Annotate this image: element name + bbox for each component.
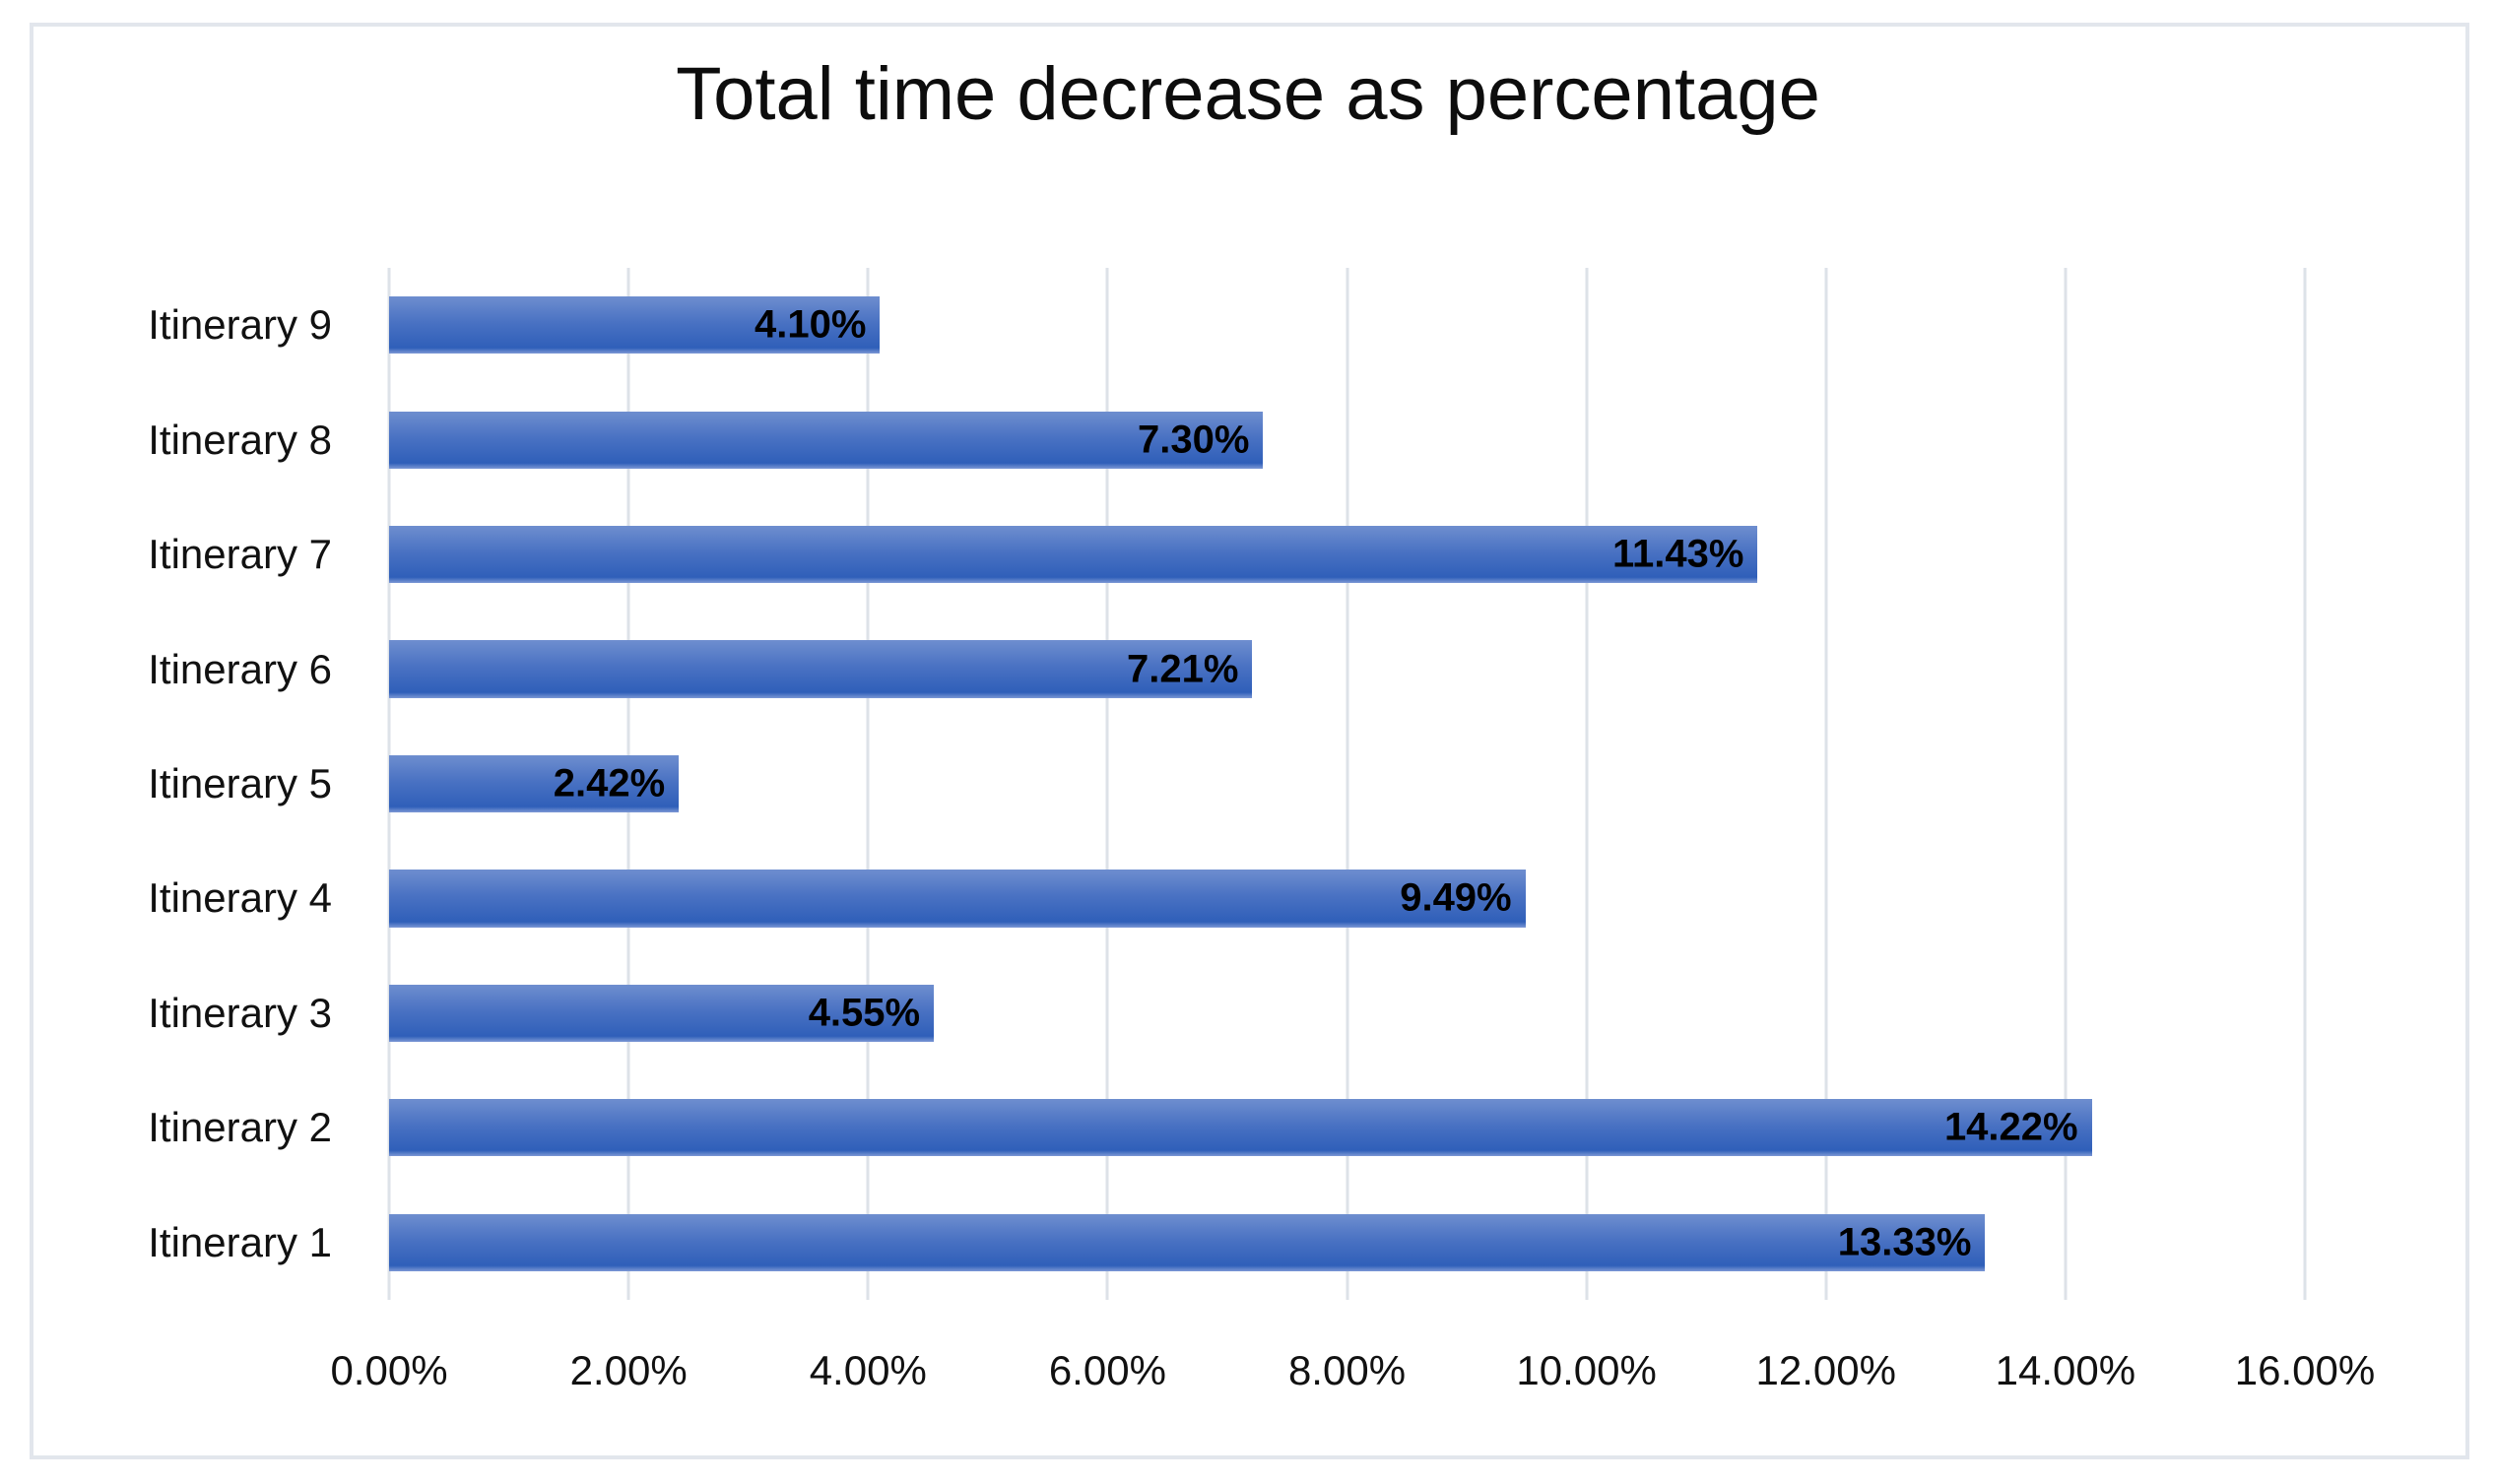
bar-track: 11.43% bbox=[389, 497, 2305, 612]
bar-track: 14.22% bbox=[389, 1070, 2305, 1185]
category-label: Itinerary 3 bbox=[148, 989, 332, 1036]
bar-track: 9.49% bbox=[389, 841, 2305, 955]
bar-value-label: 4.55% bbox=[808, 991, 921, 1035]
bar-row: Itinerary 7 11.43% bbox=[59, 497, 2305, 612]
bar-row: Itinerary 9 4.10% bbox=[59, 268, 2305, 382]
gridline bbox=[2064, 268, 2068, 1300]
bar: 13.33% bbox=[389, 1213, 1986, 1271]
bar-value-label: 13.33% bbox=[1837, 1220, 1972, 1264]
x-tick-label: 12.00% bbox=[1755, 1347, 1896, 1393]
x-tick-label: 8.00% bbox=[1287, 1347, 1407, 1393]
category-label: Itinerary 9 bbox=[148, 301, 332, 349]
bar-value-label: 14.22% bbox=[1943, 1105, 2078, 1149]
category-label: Itinerary 1 bbox=[148, 1218, 332, 1265]
x-tick-label: 6.00% bbox=[1048, 1347, 1166, 1393]
gridline bbox=[2303, 268, 2307, 1300]
bar-track: 7.21% bbox=[389, 612, 2305, 726]
bar: 4.55% bbox=[389, 984, 935, 1042]
bar: 7.30% bbox=[389, 411, 1264, 469]
bar: 2.42% bbox=[389, 754, 680, 813]
category-label: Itinerary 2 bbox=[148, 1104, 332, 1151]
bar: 14.22% bbox=[389, 1099, 2092, 1157]
category-label: Itinerary 7 bbox=[148, 531, 332, 578]
bar-row: Itinerary 4 9.49% bbox=[59, 841, 2305, 955]
x-tick-label: 2.00% bbox=[569, 1347, 688, 1393]
category-label: Itinerary 4 bbox=[148, 874, 332, 922]
bar-track: 13.33% bbox=[389, 1186, 2305, 1300]
category-label: Itinerary 8 bbox=[148, 416, 332, 463]
x-tick-label: 0.00% bbox=[330, 1347, 448, 1393]
bar-track: 4.55% bbox=[389, 956, 2305, 1070]
bar-value-label: 11.43% bbox=[1612, 532, 1744, 576]
bar-rows-container: Itinerary 9 4.10% Itinerary 8 7.30% Itinerar… bbox=[59, 268, 2305, 1300]
bar-value-label: 7.21% bbox=[1127, 647, 1239, 691]
gridline bbox=[1585, 268, 1589, 1300]
bar: 7.21% bbox=[389, 640, 1253, 698]
bar-row: Itinerary 8 7.30% bbox=[59, 382, 2305, 496]
category-label: Itinerary 6 bbox=[148, 645, 332, 692]
bar-row: Itinerary 2 14.22% bbox=[59, 1070, 2305, 1185]
gridline bbox=[1105, 268, 1109, 1300]
bar-row: Itinerary 3 4.55% bbox=[59, 956, 2305, 1070]
category-label: Itinerary 5 bbox=[148, 759, 332, 807]
bar-row: Itinerary 1 13.33% bbox=[59, 1186, 2305, 1300]
bar-value-label: 4.10% bbox=[754, 302, 867, 347]
x-axis: 0.00% 2.00% 4.00% 6.00% 8.00% 10.00% 12.00% 14.… bbox=[330, 1347, 2375, 1406]
chart-title: Total time decrease as percentage bbox=[676, 52, 1820, 136]
bar-value-label: 7.30% bbox=[1137, 418, 1250, 462]
bar: 4.10% bbox=[389, 296, 881, 355]
bar-track: 2.42% bbox=[389, 727, 2305, 841]
bar-row: Itinerary 6 7.21% bbox=[59, 612, 2305, 726]
gridline bbox=[1346, 268, 1348, 1300]
gridline bbox=[866, 268, 870, 1300]
x-tick-label: 16.00% bbox=[2234, 1347, 2376, 1393]
x-tick-label: 4.00% bbox=[809, 1347, 927, 1393]
bar-track: 7.30% bbox=[389, 382, 2305, 496]
bar-track: 4.10% bbox=[389, 268, 2305, 382]
x-tick-label: 10.00% bbox=[1516, 1347, 1657, 1393]
bar-value-label: 2.42% bbox=[553, 761, 666, 806]
bar: 11.43% bbox=[389, 525, 1758, 584]
bar: 9.49% bbox=[389, 870, 1526, 928]
x-tick-label: 14.00% bbox=[1995, 1347, 2136, 1393]
bar-row: Itinerary 5 2.42% bbox=[59, 727, 2305, 841]
gridline bbox=[1824, 268, 1828, 1300]
bar-value-label: 9.49% bbox=[1400, 875, 1512, 920]
